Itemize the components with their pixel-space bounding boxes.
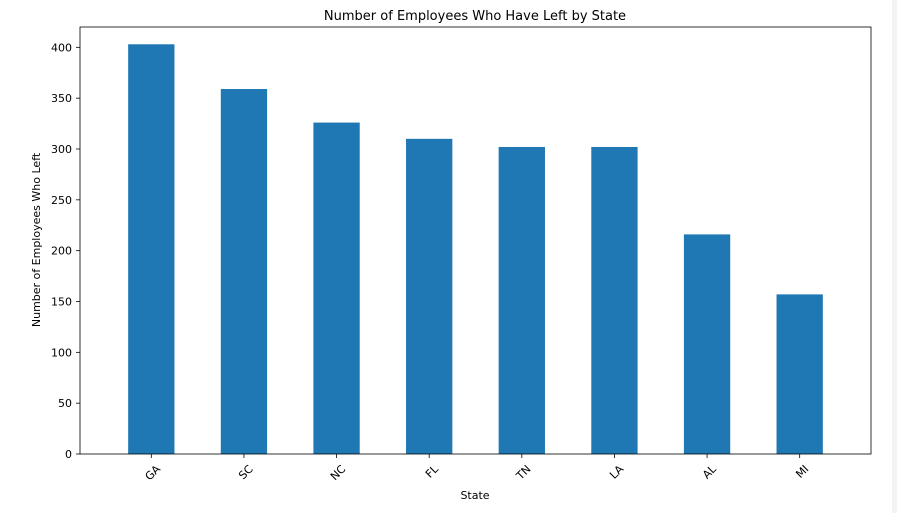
window-edge <box>892 0 897 513</box>
x-tick-label: LA <box>607 462 626 481</box>
bar-al <box>683 234 731 454</box>
y-tick-label: 300 <box>51 143 72 156</box>
x-tick-label: MI <box>793 463 811 481</box>
x-tick-label: AL <box>700 462 719 481</box>
x-tick-label: GA <box>143 462 164 483</box>
y-tick-label: 100 <box>51 346 72 359</box>
bar-mi <box>776 294 823 454</box>
plot-frame <box>79 26 872 455</box>
x-tick-label: TN <box>513 463 533 483</box>
bar-ga <box>128 44 175 455</box>
bar-tn <box>498 146 545 454</box>
x-axis-label: State <box>460 489 489 502</box>
y-tick-label: 150 <box>51 296 72 309</box>
y-tick-label: 50 <box>58 397 72 410</box>
bar-nc <box>313 122 360 455</box>
x-tick-label: NC <box>328 462 349 483</box>
x-axis: GA SC NC FL TN LA AL MI <box>143 454 811 483</box>
y-tick-label: 0 <box>65 448 72 461</box>
y-tick-label: 250 <box>51 194 72 207</box>
y-axis: 0 50 100 150 200 250 300 350 400 <box>51 41 80 461</box>
y-tick-label: 350 <box>51 92 72 105</box>
y-tick-label: 400 <box>51 41 72 54</box>
bar-la <box>591 146 638 454</box>
bar-sc <box>220 89 268 455</box>
y-tick-label: 200 <box>51 245 72 258</box>
chart-title: Number of Employees Who Have Left by Sta… <box>324 9 626 24</box>
y-axis-label: Number of Employees Who Left <box>30 152 43 327</box>
x-tick-label: SC <box>236 462 256 482</box>
x-tick-label: FL <box>423 462 442 481</box>
bar-fl <box>406 138 453 455</box>
plot-area <box>128 44 823 455</box>
